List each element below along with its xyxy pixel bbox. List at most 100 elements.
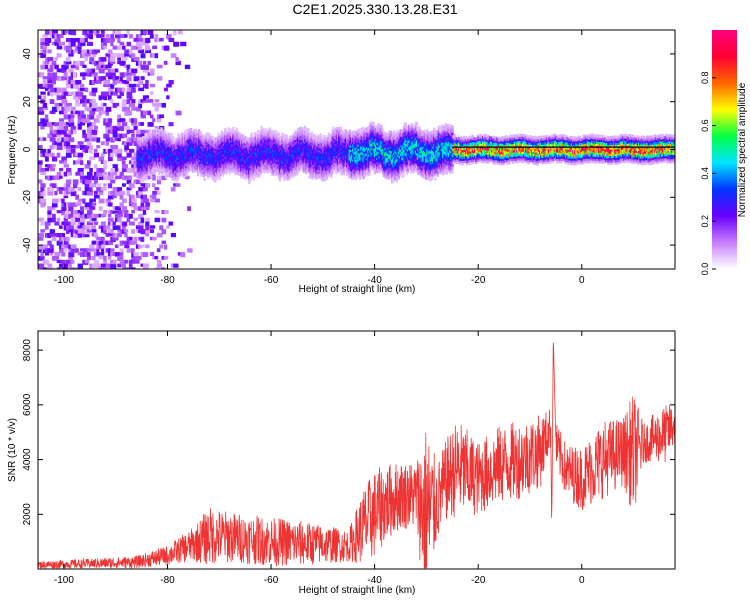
- heatmap-cell: [142, 95, 147, 101]
- heatmap-cell: [40, 198, 47, 203]
- heatmap-cell: [180, 41, 187, 47]
- heatmap-cell: [65, 244, 71, 248]
- heatmap-cell: [77, 263, 83, 269]
- heatmap-cell: [173, 30, 177, 36]
- heatmap-cell: [266, 129, 269, 133]
- heatmap-cell: [140, 41, 146, 46]
- heatmap-cell: [110, 137, 115, 143]
- heatmap-cell: [140, 229, 147, 235]
- heatmap-cell: [140, 183, 146, 187]
- heatmap-cell: [126, 68, 131, 73]
- heatmap-cell: [149, 53, 154, 58]
- heatmap-cell: [112, 164, 118, 169]
- heatmap-cell: [156, 190, 161, 196]
- heatmap-cell: [70, 267, 77, 269]
- heatmap-cell: [70, 210, 75, 215]
- heatmap-cell: [91, 248, 98, 252]
- heatmap-cell: [346, 172, 349, 176]
- heatmap-cell: [142, 60, 147, 65]
- heatmap-cell: [187, 206, 191, 212]
- heatmap-cell: [40, 41, 47, 46]
- heatmap-cell: [200, 173, 203, 177]
- heatmap-cell: [121, 198, 127, 203]
- heatmap-cell: [145, 83, 149, 89]
- heatmap-cell: [105, 72, 111, 77]
- heatmap-cell: [121, 45, 126, 50]
- heatmap-cell: [84, 57, 88, 62]
- heatmap-cell: [51, 236, 57, 241]
- heatmap-cell: [54, 91, 61, 96]
- heatmap-cell: [70, 91, 75, 96]
- heatmap-cell: [47, 210, 52, 215]
- heatmap-cell: [77, 95, 84, 100]
- heatmap-cell: [149, 198, 155, 203]
- heatmap-cell: [65, 57, 71, 62]
- heatmap-cell: [232, 126, 235, 130]
- heatmap-cell: [161, 171, 164, 175]
- heatmap-cell: [98, 60, 105, 66]
- heatmap-cell: [100, 41, 105, 47]
- heatmap-cell: [89, 145, 93, 150]
- heatmap-cell: [105, 106, 112, 112]
- heatmap-cell: [105, 110, 110, 116]
- heatmap-cell: [149, 91, 154, 95]
- heatmap-cell: [133, 125, 138, 131]
- heatmap-cell: [47, 190, 54, 196]
- heatmap-cell: [215, 178, 218, 182]
- heatmap-cell: [319, 176, 323, 180]
- heatmap-cell: [75, 267, 80, 269]
- heatmap-cell: [126, 267, 132, 269]
- heatmap-cell: [117, 229, 122, 233]
- heatmap-cell: [51, 60, 57, 66]
- heatmap-cell: [112, 194, 117, 199]
- heatmap-cell: [107, 240, 114, 245]
- heatmap-cell: [139, 177, 143, 181]
- heatmap-cell: [105, 53, 109, 57]
- heatmap-cell: [148, 131, 152, 135]
- heatmap-cell: [56, 137, 61, 143]
- heatmap-cell: [142, 198, 149, 204]
- heatmap-cell: [79, 87, 86, 91]
- heatmap-cell: [70, 110, 75, 115]
- heatmap-cell: [82, 76, 86, 80]
- heatmap-cell: [49, 152, 55, 158]
- heatmap-cell: [126, 248, 132, 253]
- heatmap-cell: [126, 41, 132, 47]
- heatmap-cell: [107, 213, 112, 218]
- heatmap-cell: [86, 106, 92, 112]
- heatmap-cell: [133, 206, 139, 211]
- heatmap-cell: [77, 156, 83, 161]
- heatmap-cell: [312, 133, 316, 137]
- heatmap-cell: [84, 259, 90, 264]
- heatmap-cell: [117, 255, 124, 261]
- heatmap-cell: [154, 217, 161, 223]
- heatmap-cell: [42, 34, 49, 38]
- heatmap-cell: [91, 229, 97, 233]
- heatmap-cell: [161, 217, 167, 223]
- heatmap-cell: [51, 72, 58, 77]
- heatmap-cell: [184, 129, 187, 133]
- heatmap-cell: [103, 255, 107, 261]
- heatmap-cell: [110, 99, 114, 104]
- heatmap-cell: [103, 41, 107, 46]
- heatmap-cell: [89, 148, 93, 154]
- heatmap-cell: [82, 64, 87, 69]
- heatmap-cell: [161, 229, 167, 235]
- heatmap-cell: [96, 167, 101, 173]
- heatmap-cell: [38, 217, 43, 222]
- heatmap-cell: [42, 60, 47, 66]
- heatmap-cell: [96, 80, 102, 84]
- heatmap-cell: [256, 174, 259, 178]
- heatmap-cell: [98, 34, 105, 38]
- heatmap-cell: [346, 170, 349, 174]
- heatmap-cell: [131, 156, 138, 160]
- heatmap-cell: [56, 145, 63, 151]
- heatmap-cell: [58, 167, 64, 172]
- heatmap-cell: [72, 244, 77, 249]
- heatmap-cell: [156, 175, 163, 181]
- heatmap-cell: [49, 99, 55, 105]
- heatmap-cell: [119, 118, 126, 122]
- heatmap-cell: [86, 175, 92, 180]
- heatmap-cell: [140, 244, 145, 248]
- heatmap-cell: [311, 176, 315, 180]
